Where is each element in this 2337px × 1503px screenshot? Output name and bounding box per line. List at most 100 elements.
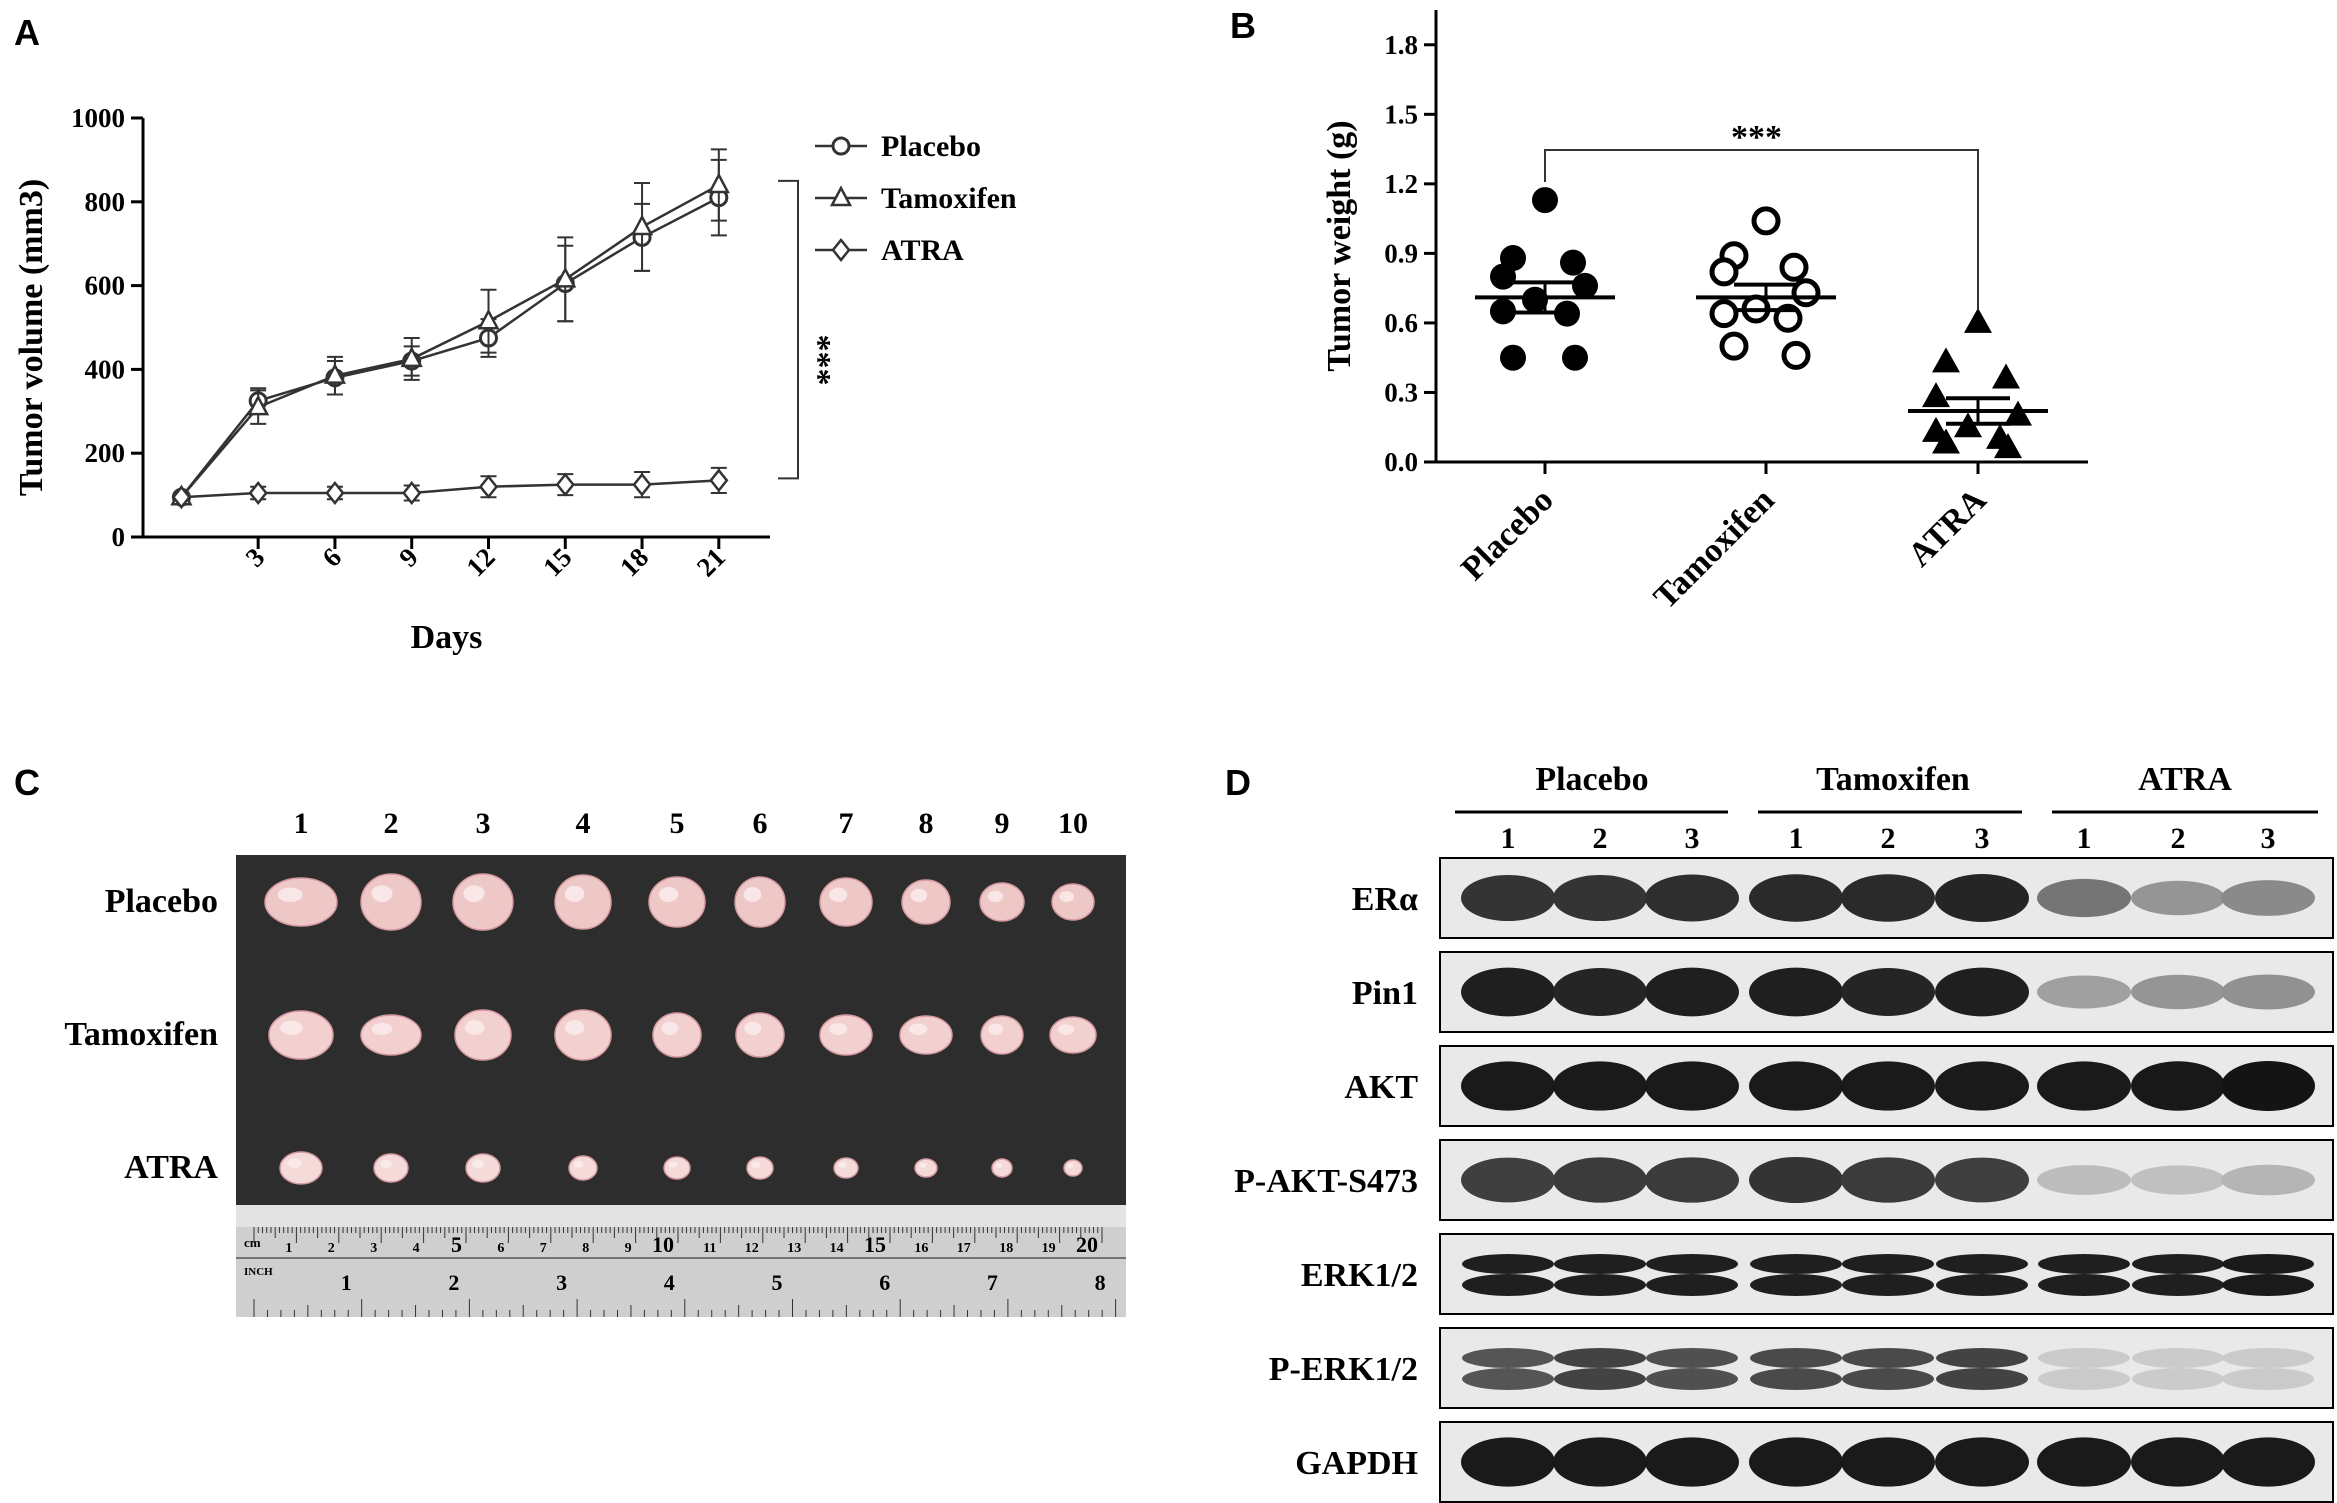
blot-row: GAPDH <box>1295 1421 2334 1503</box>
legend-label: Tamoxifen <box>881 182 1017 215</box>
series-line <box>181 479 719 499</box>
ruler-cm-mark: 7 <box>540 1241 547 1256</box>
blot-band <box>2132 1274 2224 1296</box>
x-axis-title: Days <box>411 619 483 656</box>
tumor <box>264 877 338 927</box>
blot-band <box>2038 1368 2130 1390</box>
blot-band <box>1749 874 1843 922</box>
series-line <box>180 196 720 498</box>
row-label: Placebo <box>105 883 218 920</box>
tumor-highlight <box>287 1158 303 1168</box>
column-number: 3 <box>476 807 491 840</box>
tumor-highlight <box>371 1023 393 1035</box>
blot-band <box>1842 1274 1934 1296</box>
blot-membrane <box>1439 1327 2334 1409</box>
panel-letter-a: A <box>14 12 40 53</box>
ruler-cm-mark: 5 <box>451 1232 462 1257</box>
data-point <box>1922 382 1950 408</box>
data-point <box>1932 347 1960 373</box>
blot-band <box>1554 1254 1646 1274</box>
x-tick-label: 15 <box>537 542 577 582</box>
tumor <box>279 1151 323 1185</box>
lane-number: 1 <box>1789 822 1804 855</box>
blot-band <box>1936 1368 2028 1390</box>
blot-band <box>2132 1348 2224 1368</box>
data-point <box>707 172 730 194</box>
blot-band <box>2131 880 2225 916</box>
tumor-highlight <box>658 887 679 902</box>
y-tick-label: 1000 <box>71 103 125 133</box>
data-point <box>477 308 500 330</box>
tumor <box>833 1157 859 1179</box>
blot-row: ERK1/2 <box>1301 1233 2334 1315</box>
blot-membrane <box>1439 1233 2334 1315</box>
ruler-inch-mark: 2 <box>448 1270 459 1295</box>
tumor-highlight <box>751 1161 761 1168</box>
legend-marker <box>831 136 851 156</box>
ruler-inch-mark: 5 <box>772 1270 783 1295</box>
blot-band <box>1462 1368 1554 1390</box>
panel-b-weight-chart: 0.0 0.3 0.6 0.9 1.2 1.5 1.8 Tumor weight (g) Pla… <box>1321 10 2088 616</box>
x-tick-label: ATRA <box>1901 481 1994 574</box>
blot-row-label: Pin1 <box>1352 975 1418 1012</box>
ruler-inch-mark: 1 <box>341 1270 352 1295</box>
tumor-highlight <box>918 1162 927 1169</box>
data-point <box>1532 187 1558 214</box>
tumor <box>360 873 422 931</box>
y-tick-label: 1.5 <box>1384 99 1418 129</box>
tumor <box>746 1156 774 1180</box>
series-atra <box>171 466 729 510</box>
blot-band <box>1462 1274 1554 1296</box>
column-number: 9 <box>995 807 1010 840</box>
data-point <box>1719 331 1749 361</box>
column-number: 4 <box>576 807 591 840</box>
blot-band <box>2221 880 2315 916</box>
tumor <box>465 1153 501 1183</box>
tumor <box>554 874 612 930</box>
column-number: 10 <box>1058 807 1088 840</box>
data-point <box>1709 299 1739 329</box>
blot-band <box>1935 1437 2029 1487</box>
ruler-cm-mark: 1 <box>285 1241 292 1256</box>
blot-band <box>1750 1274 1842 1296</box>
ruler-cm-mark: 2 <box>328 1241 335 1256</box>
tumor-highlight <box>277 887 303 902</box>
significance-label: *** <box>1731 119 1782 156</box>
data-point <box>1751 206 1781 236</box>
row-label: ATRA <box>124 1149 218 1186</box>
ruler-cm-mark: 4 <box>413 1241 420 1256</box>
blot-row-label: P-ERK1/2 <box>1269 1351 1418 1388</box>
blot-row: AKT <box>1344 1045 2334 1127</box>
legend-label: ATRA <box>881 234 964 267</box>
data-point <box>1500 344 1526 371</box>
tumor-highlight <box>379 1159 392 1169</box>
blot-band <box>1645 874 1739 922</box>
blot-band <box>2222 1254 2314 1274</box>
data-point <box>171 485 191 510</box>
blot-band <box>1750 1254 1842 1274</box>
tumor-highlight <box>471 1159 484 1169</box>
tumor-highlight <box>829 1023 848 1035</box>
x-tick-label: Tamoxifen <box>1647 481 1782 616</box>
blot-band <box>1554 1348 1646 1368</box>
group-tamoxifen <box>1696 206 1836 370</box>
data-point <box>323 363 347 384</box>
column-number: 7 <box>839 807 854 840</box>
blot-band <box>1936 1274 2028 1296</box>
tumor-highlight <box>371 885 393 902</box>
tumor <box>819 1014 873 1056</box>
blot-band <box>1749 1437 1843 1487</box>
blot-band <box>2222 1348 2314 1368</box>
blot-band <box>1936 1254 2028 1274</box>
tumor-highlight <box>743 887 762 902</box>
row-label: Tamoxifen <box>64 1016 218 1053</box>
ruler-inch-mark: 7 <box>987 1270 998 1295</box>
tumor-highlight <box>661 1021 679 1035</box>
data-point <box>248 481 268 506</box>
blot-band <box>2037 1061 2131 1111</box>
blot-band <box>2131 1061 2225 1111</box>
blot-band <box>2132 1254 2224 1274</box>
blot-band <box>1842 1348 1934 1368</box>
blot-band <box>1462 1254 1554 1274</box>
